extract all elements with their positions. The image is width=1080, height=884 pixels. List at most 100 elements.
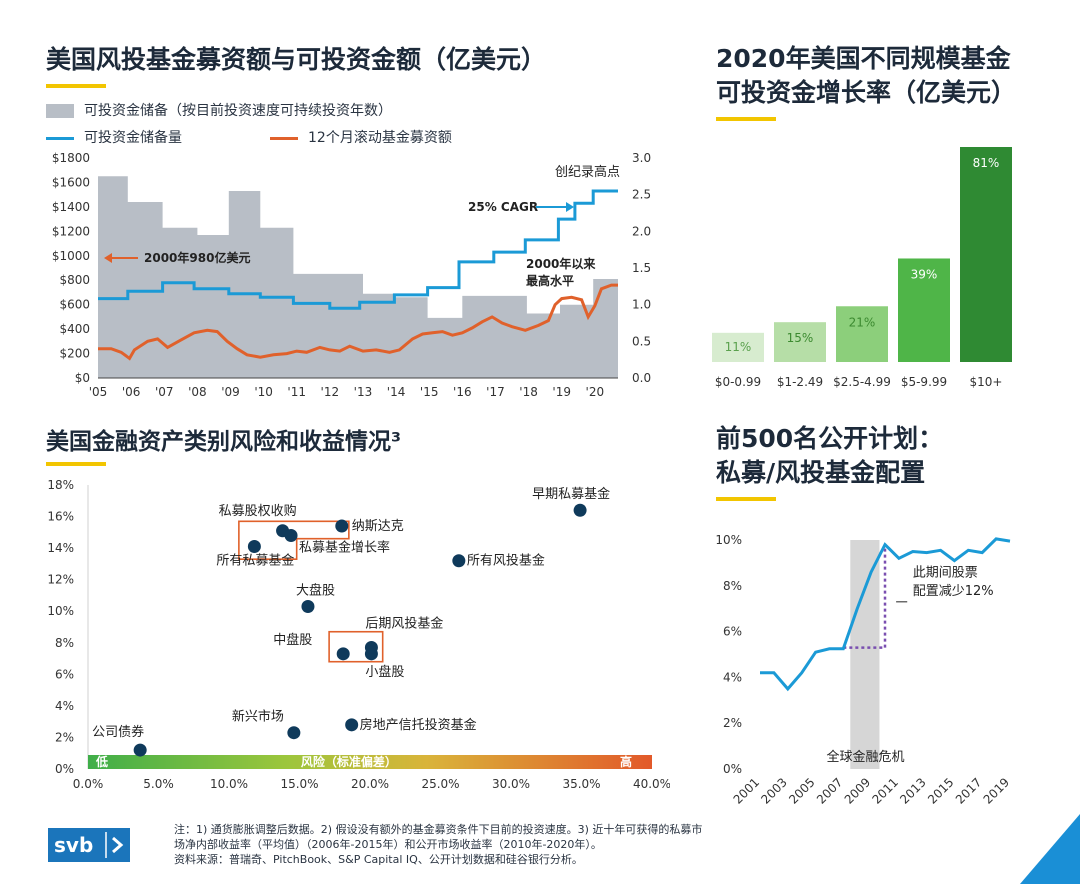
y-left-tick-label: $1200 — [52, 224, 90, 238]
growth-title-line-1: 2020年美国不同规模基金 — [716, 44, 1011, 73]
y-tick-label: 6% — [723, 625, 742, 639]
title-accent-bar — [716, 117, 776, 121]
annotation-record-high: 创纪录高点 — [555, 164, 620, 180]
scatter-point — [345, 718, 359, 732]
x-tick-label: 2019 — [981, 775, 1012, 806]
risk-low-label: 低 — [95, 754, 108, 769]
x-tick-label: '12 — [321, 385, 340, 399]
scatter-point-label: 私募股权收购 — [219, 503, 297, 519]
growth-category-label: $1-2.49 — [777, 375, 823, 389]
allocation-line-chart: 0%2%4%6%8%10%200120032005200720092011201… — [715, 533, 1012, 807]
legend-area-item: 可投资金储备（按目前投资速度可持续投资年数） — [46, 100, 392, 120]
legend-blue-item: 可投资金储备量 — [46, 127, 182, 147]
corner-triangle — [1020, 814, 1080, 884]
x-tick-label: '15 — [420, 385, 439, 399]
y-tick-label: 8% — [55, 636, 74, 650]
annotation-highest: 最高水平 — [526, 273, 574, 288]
y-left-tick-label: $1600 — [52, 175, 90, 189]
x-tick-label: '05 — [89, 385, 108, 399]
legend-orange-label: 12个月滚动基金募资额 — [308, 130, 452, 146]
x-tick-label: 2001 — [731, 775, 762, 806]
x-tick-label: 2009 — [842, 775, 873, 806]
dry-powder-chart: $0 $200 $400 $600 $800 $1000 $1200 $1400 $1600 $1… — [52, 151, 651, 399]
y-tick-label: 10% — [715, 533, 742, 547]
growth-category-label: $10+ — [970, 375, 1003, 389]
cagr-arrow-head — [566, 202, 574, 212]
x-tick-label: 2011 — [870, 775, 901, 806]
x-tick-label: 2017 — [953, 775, 984, 806]
scatter-point-label: 房地产信托投资基金 — [360, 717, 477, 733]
legend-blue-label: 可投资金储备量 — [84, 130, 182, 146]
y-right-tick-label: 2.0 — [632, 224, 651, 238]
y-left-tick-label: $1800 — [52, 151, 90, 165]
scatter-point-label: 新兴市场 — [232, 709, 284, 725]
x-tick-label: '13 — [354, 385, 373, 399]
scatter-point — [301, 599, 315, 613]
risk-return-scatter: 0% 2% 4% 6% 8% 10% 12% 14% 16% 18% 0.0% 5.0% 10.0% 15… — [47, 478, 670, 791]
footnote-line: 场净内部收益率（平均值）（2006年-2015年）和公开市场收益率（2010年-… — [174, 838, 602, 851]
x-tick-label: 2013 — [897, 775, 928, 806]
y-tick-label: 12% — [47, 573, 74, 587]
growth-title-line-2: 可投资金增长率（亿美元） — [716, 78, 1017, 107]
annotation-2000: 2000年980亿美元 — [144, 250, 250, 265]
y-left-tick-label: $0 — [75, 371, 90, 385]
growth-bar-label: 15% — [787, 331, 814, 345]
x-tick-label: '09 — [221, 385, 240, 399]
y-tick-label: 4% — [55, 699, 74, 713]
y-tick-label: 2% — [55, 730, 74, 744]
x-tick-label: '19 — [552, 385, 571, 399]
scatter-point-label: 所有私募基金 — [216, 553, 294, 569]
x-tick-label: 2003 — [758, 775, 789, 806]
growth-bar — [712, 332, 764, 362]
risk-chart-title: 美国金融资产类别风险和收益情况³ — [46, 429, 402, 455]
x-tick-label: '16 — [453, 385, 472, 399]
x-tick-label: '14 — [387, 385, 406, 399]
scatter-point — [364, 641, 378, 655]
y-right-tick-label: 2.5 — [632, 188, 651, 202]
title-accent-bar — [46, 462, 106, 466]
crisis-label: 全球金融危机 — [827, 749, 905, 765]
y-right-tick-label: 0.5 — [632, 334, 651, 348]
x-tick-label: 5.0% — [143, 777, 174, 791]
scatter-point-label: 小盘股 — [365, 664, 404, 680]
legend-area-label: 可投资金储备（按目前投资速度可持续投资年数） — [84, 103, 392, 119]
growth-bar-label: 21% — [849, 315, 876, 329]
y-left-tick-label: $800 — [59, 273, 90, 287]
main-chart-title: 美国风投基金募资额与可投资金额（亿美元） — [46, 45, 547, 74]
x-tick-label: '20 — [586, 385, 605, 399]
x-tick-label: '08 — [188, 385, 207, 399]
fundraising-line — [98, 283, 618, 361]
scatter-point — [284, 528, 298, 542]
title-accent-bar — [46, 84, 106, 88]
scatter-point — [133, 743, 147, 757]
scatter-point-label: 后期风投基金 — [365, 616, 443, 632]
growth-bar — [898, 258, 950, 362]
footnote-line: 注：1) 通货膨胀调整后数据。2) 假设没有额外的基金募资条件下目前的投资速度。… — [174, 823, 703, 836]
growth-bar — [836, 306, 888, 362]
title-accent-bar — [716, 497, 776, 501]
y-tick-label: 0% — [723, 762, 742, 776]
x-tick-label: '06 — [122, 385, 141, 399]
footnotes: 注：1) 通货膨胀调整后数据。2) 假设没有额外的基金募资条件下目前的投资速度。… — [174, 822, 814, 867]
plans-title-line-2: 私募/风投基金配置 — [716, 458, 926, 487]
y-tick-label: 0% — [55, 762, 74, 776]
y-tick-label: 16% — [47, 510, 74, 524]
y-tick-label: 14% — [47, 541, 74, 555]
x-tick-label: '17 — [486, 385, 505, 399]
risk-high-label: 高 — [620, 754, 632, 769]
scatter-point-label: 公司债券 — [92, 724, 144, 740]
y-left-tick-label: $200 — [59, 347, 90, 361]
x-tick-label: 2005 — [786, 775, 817, 806]
y-tick-label: 6% — [55, 667, 74, 681]
x-tick-label: 10.0% — [210, 777, 248, 791]
scatter-point-label: 纳斯达克 — [352, 519, 404, 534]
annotation-cagr: 25% CAGR — [468, 200, 538, 214]
x-tick-label: 30.0% — [492, 777, 530, 791]
growth-category-label: $0-0.99 — [715, 375, 761, 389]
x-tick-label: 2015 — [925, 775, 956, 806]
years-area-series — [98, 176, 618, 378]
y-right-tick-label: 1.0 — [632, 298, 651, 312]
svb-logo: svb — [48, 828, 130, 862]
scatter-point-label: 大盘股 — [296, 582, 335, 598]
y-tick-label: 10% — [47, 604, 74, 618]
